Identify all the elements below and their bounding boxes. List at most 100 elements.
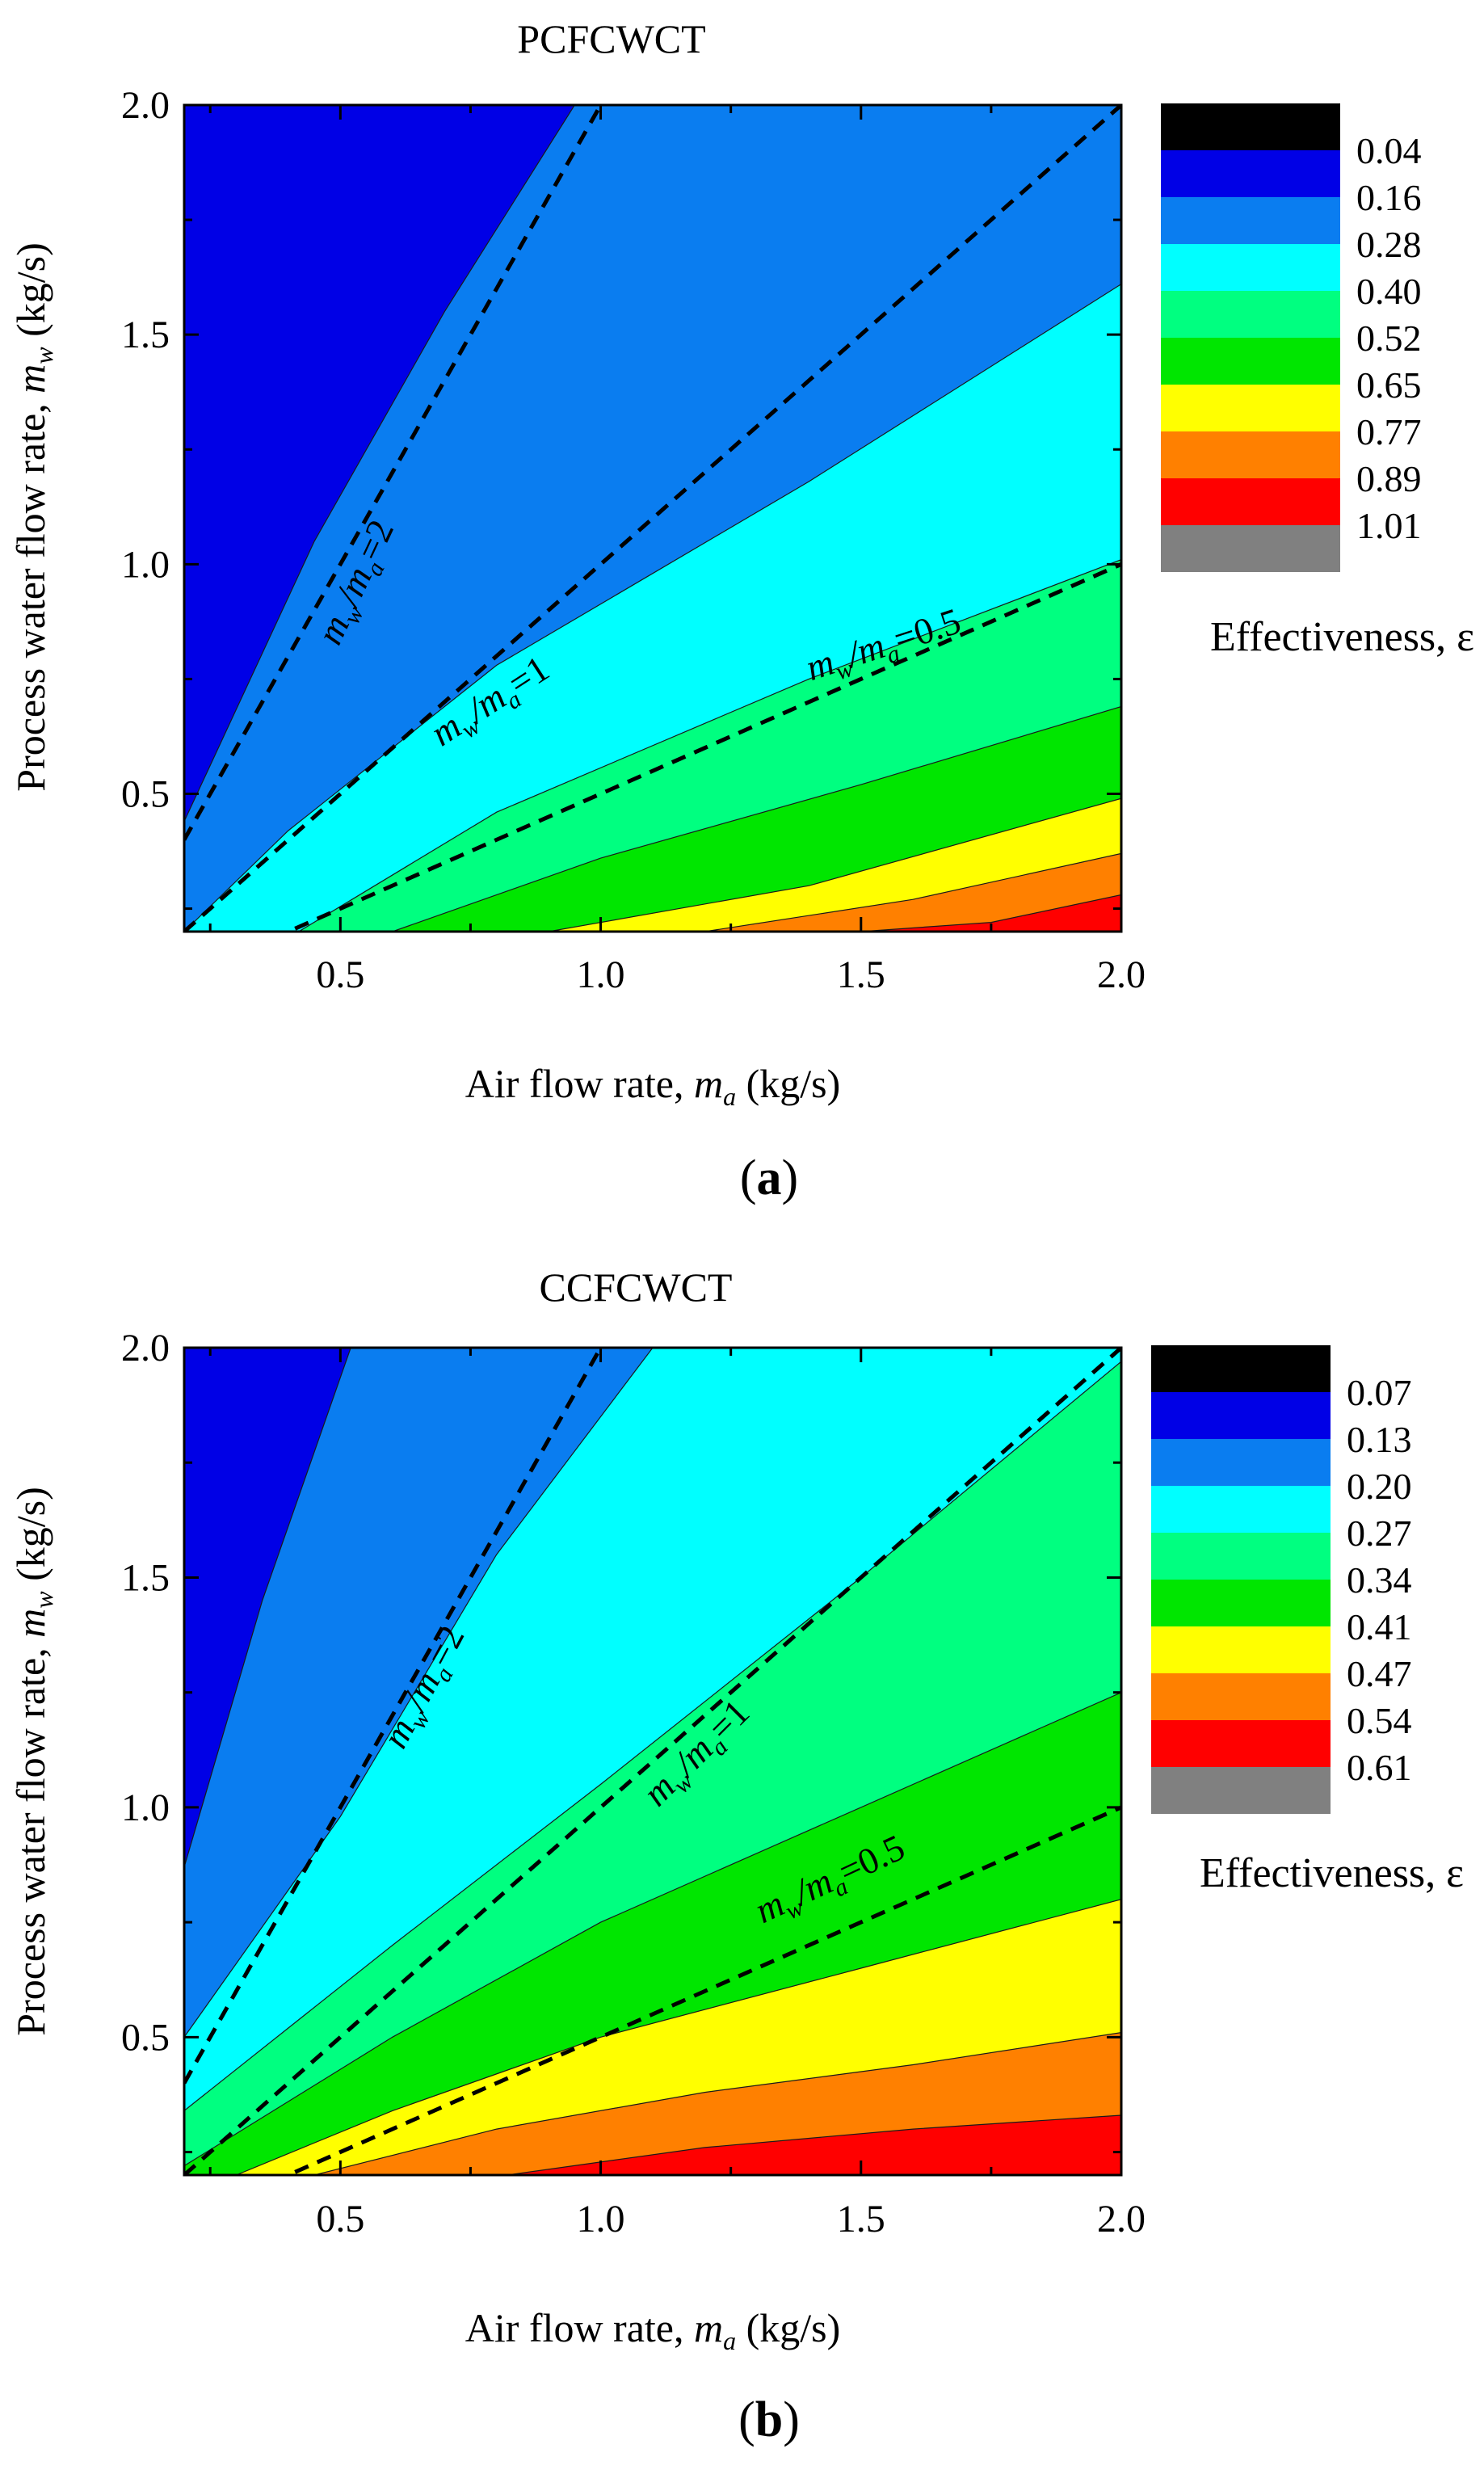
contour-line-b-3 — [184, 1692, 1121, 2167]
colorbar-swatch — [1161, 291, 1340, 338]
colorbar-swatch — [1151, 1439, 1331, 1486]
colorbar-swatch — [1161, 244, 1340, 291]
x-tick-label: 2.0 — [1097, 2198, 1146, 2240]
colorbar-swatch — [1161, 478, 1340, 525]
ratio-line-b-0 — [184, 1348, 603, 2085]
contour-line-a-6 — [860, 894, 1121, 932]
region-a-6 — [704, 853, 1121, 932]
contour-line-b-0 — [184, 1348, 1121, 1867]
contour-line-a-3 — [392, 705, 1121, 932]
colorbar-level-label: 0.54 — [1347, 1700, 1412, 1741]
y-tick-label: 2.0 — [121, 84, 170, 127]
ratio-line-b-2 — [283, 1805, 1121, 2175]
colorbar-level-label: 0.77 — [1356, 411, 1422, 452]
x-tick-label: 0.5 — [316, 2198, 364, 2240]
colorbar-swatch — [1151, 1345, 1331, 1392]
panel-a-colorbar-title: Effectiveness, ε — [1210, 614, 1474, 660]
colorbar-level-label: 0.28 — [1356, 224, 1422, 265]
colorbar-swatch — [1161, 103, 1340, 150]
colorbar-swatch — [1151, 1580, 1331, 1626]
panel-b-ratio-lines — [184, 1348, 1121, 2175]
contour-line-a-5 — [704, 852, 1121, 932]
panel-b-contour-regions — [184, 1348, 1121, 2175]
y-tick-label: 1.5 — [121, 313, 170, 356]
colorbar-swatch — [1151, 1626, 1331, 1673]
ratio-line-a-2 — [283, 562, 1121, 932]
colorbar-swatch — [1161, 525, 1340, 572]
panel-b-colorbar-title: Effectiveness, ε — [1200, 1850, 1464, 1896]
colorbar-level-label: 0.13 — [1347, 1419, 1412, 1460]
colorbar-level-label: 0.04 — [1356, 130, 1422, 171]
panel-a-title: PCFCWCT — [517, 16, 705, 61]
ratio-line-a-0 — [184, 105, 603, 841]
panel-a-x-axis-label: Air flow rate, ma (kg/s) — [465, 1061, 841, 1111]
contour-line-a-4 — [548, 797, 1121, 932]
y-tick-label: 1.5 — [121, 1556, 170, 1599]
y-tick-label: 1.0 — [121, 1786, 170, 1829]
panel-a-colorbar: 0.04 0.16 0.28 0.40 0.52 0.65 0.77 0.89 1.01 — [1161, 103, 1422, 572]
colorbar-swatch — [1161, 150, 1340, 197]
x-tick-label: 1.0 — [577, 953, 625, 996]
panel-b-plot-frame — [183, 1346, 1123, 2177]
x-tick-label: 1.0 — [577, 2198, 625, 2240]
contour-line-b-4 — [236, 1899, 1121, 2175]
y-tick-label: 1.0 — [121, 543, 170, 586]
colorbar-level-label: 0.41 — [1347, 1606, 1412, 1647]
panel-a-y-axis-label: Process water flow rate, mw (kg/s) — [8, 242, 58, 791]
panel-a-plot-frame — [183, 103, 1123, 933]
panel-a: PCFCWCT 0.5 1.0 1.5 2.00.51.01.52.0 mw/ma=2… — [8, 16, 1474, 1205]
colorbar-level-label: 0.52 — [1356, 318, 1422, 359]
x-tick-label: 0.5 — [316, 953, 364, 996]
panel-a-axis-ticks: 0.5 1.0 1.5 2.0 0.5 1.0 1.5 2.0 — [121, 84, 1146, 996]
colorbar-level-label: 0.40 — [1356, 271, 1422, 312]
x-tick-label: 1.5 — [837, 953, 885, 996]
colorbar-level-label: 0.34 — [1347, 1559, 1412, 1601]
colorbar-swatch — [1151, 1392, 1331, 1439]
region-a-7 — [860, 894, 1121, 932]
colorbar-level-label: 0.16 — [1356, 177, 1422, 218]
contour-line-b-5 — [313, 2032, 1121, 2175]
panel-b-axis-ticks: 0.5 1.0 1.5 2.0 0.5 1.0 1.5 2.0 — [121, 1327, 1146, 2240]
colorbar-swatch — [1161, 197, 1340, 244]
panel-a-ratio-lines — [184, 105, 1121, 932]
colorbar-level-label: 0.65 — [1356, 364, 1422, 406]
panel-a-label: (a) — [740, 1151, 798, 1205]
colorbar-swatch — [1151, 1720, 1331, 1767]
colorbar-level-label: 0.20 — [1347, 1466, 1412, 1507]
colorbar-level-label: 0.47 — [1347, 1653, 1412, 1694]
panel-b: CCFCWCT 0.5 1.0 1.5 2.00.51.01.52.0 mw/ma=2… — [8, 1264, 1464, 2447]
panel-a-contour-regions — [184, 105, 1121, 932]
y-tick-label: 2.0 — [121, 1327, 170, 1370]
contour-line-a-1 — [184, 284, 1121, 932]
colorbar-level-label: 1.01 — [1356, 505, 1422, 546]
colorbar-swatch — [1151, 1533, 1331, 1580]
x-tick-label: 1.5 — [837, 2198, 885, 2240]
y-tick-label: 0.5 — [121, 773, 170, 816]
colorbar-level-label: 0.61 — [1347, 1747, 1412, 1788]
y-tick-label: 0.5 — [121, 2016, 170, 2059]
region-b-7 — [507, 2115, 1121, 2175]
panel-b-colorbar: 0.07 0.13 0.20 0.27 0.34 0.41 0.47 0.54 0.61 — [1151, 1345, 1412, 1814]
contour-line-b-1 — [184, 1348, 1121, 2038]
colorbar-swatch — [1151, 1767, 1331, 1814]
panel-b-y-axis-label: Process water flow rate, mw (kg/s) — [8, 1487, 58, 2035]
contour-line-a-2 — [298, 559, 1121, 932]
colorbar-swatch — [1161, 385, 1340, 431]
contour-line-a-0 — [184, 105, 1121, 822]
colorbar-level-label: 0.89 — [1356, 458, 1422, 499]
ratio-line-a-1 — [184, 105, 1121, 932]
colorbar-swatch — [1151, 1486, 1331, 1533]
colorbar-swatch — [1151, 1673, 1331, 1720]
x-tick-label: 2.0 — [1097, 953, 1146, 996]
panel-b-x-axis-label: Air flow rate, ma (kg/s) — [465, 2305, 841, 2355]
ratio-line-b-1 — [184, 1348, 1121, 2175]
colorbar-level-label: 0.07 — [1347, 1372, 1412, 1413]
contour-line-b-6 — [507, 2114, 1121, 2175]
colorbar-swatch — [1161, 338, 1340, 385]
panel-b-label: (b) — [738, 2392, 800, 2447]
contour-line-b-2 — [184, 1361, 1121, 2111]
colorbar-level-label: 0.27 — [1347, 1513, 1412, 1554]
colorbar-swatch — [1161, 431, 1340, 478]
panel-b-title: CCFCWCT — [540, 1264, 733, 1310]
